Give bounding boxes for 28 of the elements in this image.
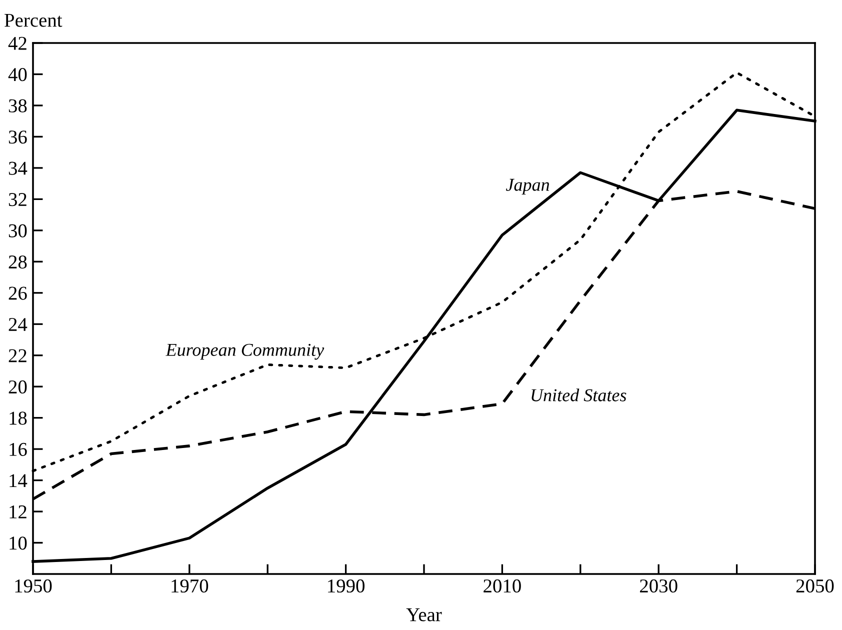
x-tick-label: 2030 bbox=[640, 579, 678, 593]
y-tick-label: 24 bbox=[8, 318, 28, 331]
y-tick-label: 16 bbox=[10, 442, 27, 456]
series-label: United States bbox=[532, 388, 626, 402]
y-tick-label: 28 bbox=[8, 255, 27, 269]
y-tick-label: 36 bbox=[8, 130, 27, 144]
x-tick-label: 1970 bbox=[172, 579, 208, 593]
series-label: European Community bbox=[166, 344, 324, 360]
y-tick-label: 10 bbox=[10, 536, 27, 550]
y-tick-label: 12 bbox=[10, 505, 26, 518]
y-tick-label: 42 bbox=[8, 36, 26, 50]
y-tick-label: 30 bbox=[8, 224, 27, 238]
y-tick-label: 32 bbox=[8, 193, 26, 206]
x-axis-title: Year bbox=[406, 608, 442, 622]
y-tick-label: 38 bbox=[8, 99, 27, 112]
y-tick-label: 26 bbox=[8, 286, 27, 300]
x-tick-label: 2050 bbox=[796, 579, 834, 593]
y-axis-title: Percent bbox=[4, 14, 62, 27]
x-tick-label: 1990 bbox=[328, 579, 365, 593]
x-tick-label: 2010 bbox=[484, 579, 521, 593]
y-tick-label: 40 bbox=[8, 68, 27, 82]
y-tick-label: 22 bbox=[8, 349, 26, 362]
y-tick-label: 14 bbox=[10, 474, 28, 488]
y-tick-label: 18 bbox=[10, 412, 27, 425]
series-label: Japan bbox=[506, 178, 550, 195]
y-tick-label: 34 bbox=[8, 162, 28, 175]
x-tick-label: 1950 bbox=[15, 579, 52, 593]
y-tick-label: 20 bbox=[8, 380, 27, 394]
